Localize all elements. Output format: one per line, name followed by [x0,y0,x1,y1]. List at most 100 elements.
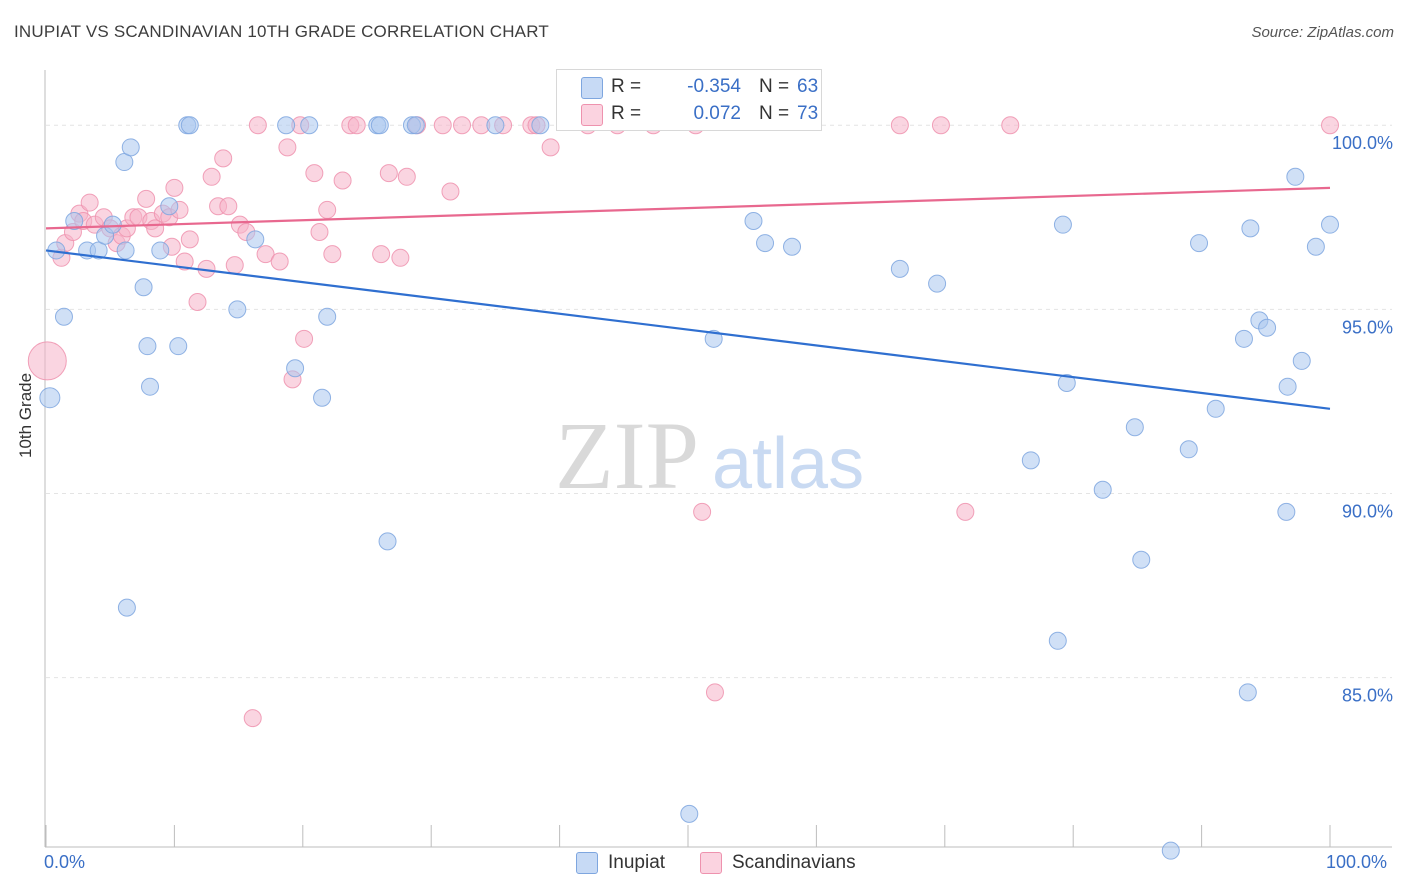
inupiat-point [1292,351,1311,370]
scandinavians-point [931,116,950,135]
inupiat-point [169,337,188,356]
inupiat-point [744,211,763,230]
scandinavians-point [27,341,67,381]
inupiat-point [1179,440,1198,459]
scandinavians-point [137,189,156,208]
scandinavians-point [80,193,99,212]
scandinavians-point [165,178,184,197]
series-label-scandinavians: Scandinavians [732,852,856,873]
inupiat-point [134,278,153,297]
x-tick-label-min: 0.0% [44,852,86,872]
y-tick-label: 90.0% [1342,501,1393,521]
scandinavians-point [188,292,207,311]
series-label-inupiat: Inupiat [608,852,666,873]
y-tick-label: 100.0% [1332,133,1393,153]
inupiat-point [1057,374,1076,393]
legend-swatch-inupiat [581,77,603,99]
inupiat-point [121,138,140,157]
inupiat-point [1238,683,1257,702]
scandinavians-point [541,138,560,157]
inupiat-point [531,116,550,135]
inupiat-point [680,804,699,823]
source-attribution: Source: ZipAtlas.com [1251,24,1394,41]
inupiat-point [1286,167,1305,186]
x-tick-label-max: 100.0% [1326,852,1388,872]
inupiat-point [756,234,775,253]
legend-r-value: -0.354 [687,76,741,97]
inupiat-point [1125,418,1144,437]
y-tick-labels: 85.0% 90.0% 95.0% 100.0% [1332,133,1393,705]
correlation-legend: R = -0.354 N = 63 R = 0.072 N = 73 [556,69,822,131]
scandinavians-point [270,252,289,271]
inupiat-point [313,388,332,407]
inupiat-point [286,359,305,378]
scandinavians-point [310,223,329,242]
scandinavians-point [214,149,233,168]
gridlines [46,124,1392,679]
inupiat-point [300,116,319,135]
scandinavians-point [333,171,352,190]
scandinavians-point [1001,116,1020,135]
scandinavians-point [202,167,221,186]
scandinavians-point [180,230,199,249]
inupiat-point [318,307,337,326]
inupiat-point [54,307,73,326]
inupiat-point [1234,329,1253,348]
scandinavians-point [323,245,342,264]
scandinavians-point [433,116,452,135]
series-swatch-scandinavians [700,852,722,874]
inupiat-point [246,230,265,249]
inupiat-point [370,116,389,135]
inupiat-point [117,598,136,617]
legend-n-label: N = [759,76,790,97]
scandinavians-trend-line [45,186,1331,230]
inupiat-point [406,116,425,135]
inupiat-trend-line [45,249,1331,410]
y-tick-label: 95.0% [1342,317,1393,337]
inupiat-point [378,532,397,551]
inupiat-point [1190,234,1209,253]
legend-swatch-scandinavians [581,104,603,126]
inupiat-point [1048,631,1067,650]
scandinavians-point [705,683,724,702]
scandinavians-point [890,116,909,135]
scandinavians-point [956,502,975,521]
inupiat-point [1161,841,1180,860]
scandinavians-point [175,252,194,271]
legend-r-value: 0.072 [693,103,741,124]
inupiat-point [228,300,247,319]
inupiat-point [1278,377,1297,396]
inupiat-point [1132,550,1151,569]
inupiat-point [1093,480,1112,499]
watermark-zip: ZIP [555,402,699,509]
inupiat-point [103,215,122,234]
scandinavians-point [693,502,712,521]
scandinavians-point [225,256,244,275]
inupiat-point [141,377,160,396]
inupiat-point [486,116,505,135]
scandinavians-point [397,167,416,186]
inupiat-point [890,259,909,278]
inupiat-point [1021,451,1040,470]
inupiat-point [116,241,135,260]
scandinavians-point [453,116,472,135]
scandinavians-point [305,164,324,183]
series-swatch-inupiat [576,852,598,874]
legend-n-value: 73 [797,103,819,124]
inupiat-point [180,116,199,135]
inupiat-point [783,237,802,256]
y-tick-label: 85.0% [1342,686,1393,706]
scandinavians-point [441,182,460,201]
inupiat-point [1053,215,1072,234]
scandinavians-point [243,709,262,728]
inupiat-point [1277,502,1296,521]
scandinavians-point [347,116,366,135]
inupiat-point [704,329,723,348]
scandinavians-point [248,116,267,135]
scandinavians-point [372,245,391,264]
watermark-atlas: atlas [712,424,864,504]
scandinavians-point [318,200,337,219]
inupiat-point [160,197,179,216]
inupiat-point [1258,318,1277,337]
legend-n-value: 63 [797,76,819,97]
